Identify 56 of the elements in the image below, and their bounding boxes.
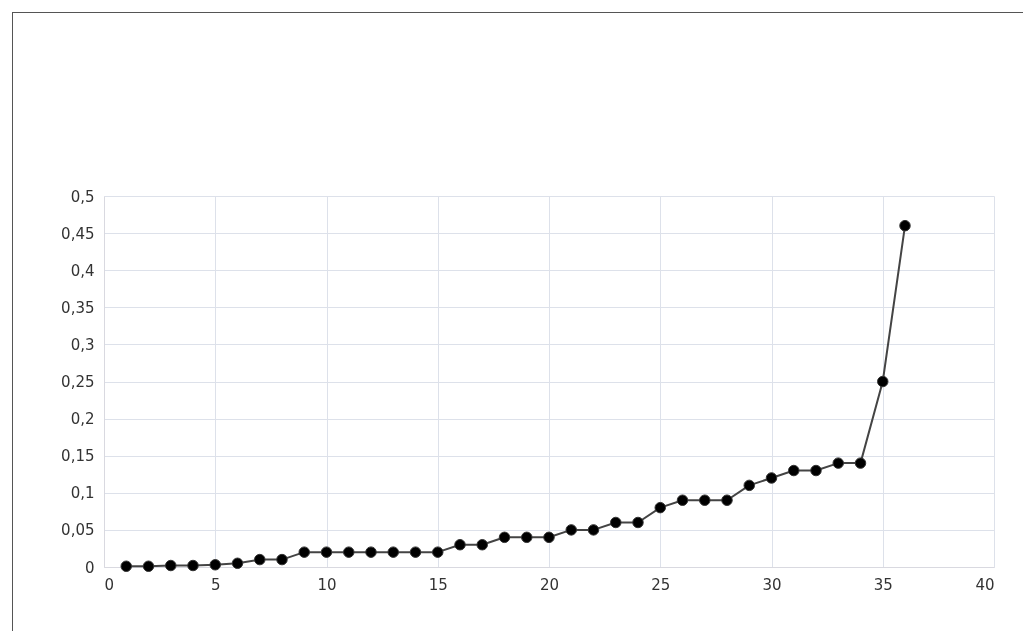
point [610, 516, 622, 529]
point [765, 472, 778, 484]
y-tick-label: 0,1 [70, 484, 95, 503]
point [365, 546, 377, 558]
y-tick-label: 0,35 [61, 298, 95, 317]
y-tick-label: 0,05 [61, 521, 95, 540]
point [387, 546, 399, 558]
point [699, 494, 711, 506]
point [187, 559, 199, 572]
x-tick-label: 5 [210, 575, 221, 594]
point [476, 539, 488, 551]
point [899, 219, 911, 232]
point [543, 531, 555, 544]
y-tick-label: 0,5 [70, 187, 95, 206]
point [209, 559, 221, 571]
point [432, 546, 444, 558]
point [854, 457, 867, 469]
x-tick-label: 15 [428, 575, 448, 594]
y-tick-label: 0,15 [61, 447, 95, 466]
point [587, 524, 600, 536]
x-tick-label: 35 [873, 575, 893, 594]
point [676, 494, 689, 506]
point [276, 553, 288, 566]
point [165, 559, 177, 572]
point [788, 464, 800, 477]
x-tick-label: 25 [651, 575, 671, 594]
y-tick-label: 0,2 [70, 410, 95, 429]
point [454, 539, 466, 551]
x-tick-label: 40 [975, 575, 995, 594]
y-tick-label: 0,45 [61, 224, 95, 243]
point [521, 531, 533, 544]
point [654, 501, 666, 514]
point [254, 553, 266, 566]
x-tick-label: 30 [762, 575, 782, 594]
y-tick-label: 0,3 [70, 335, 95, 354]
point [498, 531, 511, 544]
point [565, 524, 577, 536]
point [409, 546, 422, 558]
point [832, 457, 844, 469]
y-tick-label: 0,4 [70, 261, 95, 280]
point [743, 479, 755, 492]
point [810, 464, 822, 477]
x-tick-label: 0 [104, 575, 115, 594]
point [877, 375, 889, 388]
point [298, 546, 310, 558]
point [142, 560, 155, 572]
point [231, 557, 244, 570]
y-tick-label: 0,25 [61, 373, 95, 391]
point [120, 560, 132, 572]
x-tick-label: 10 [317, 575, 337, 594]
point [721, 494, 733, 506]
point [320, 546, 333, 558]
point [343, 546, 355, 558]
x-tick-label: 20 [539, 575, 560, 594]
y-tick-label: 0 [84, 558, 95, 577]
point [632, 516, 644, 529]
